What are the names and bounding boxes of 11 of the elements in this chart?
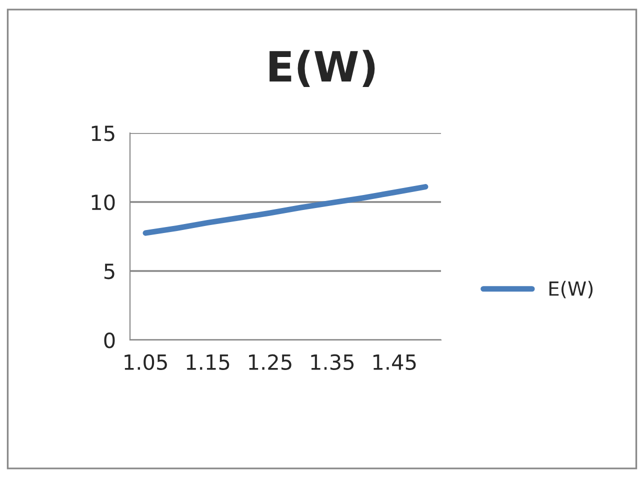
y-tick-label: 0 xyxy=(104,332,115,348)
y-tick-label: 15 xyxy=(92,126,114,142)
legend-label: E(W) xyxy=(549,280,593,298)
y-tick-label: 5 xyxy=(104,264,114,280)
x-tick-label: 1.35 xyxy=(311,354,354,370)
x-tick-label: 1.45 xyxy=(373,354,416,370)
x-tick-label: 1.25 xyxy=(249,354,292,370)
x-tick-label: 1.05 xyxy=(124,354,167,370)
chart-title: E(W) xyxy=(270,50,375,87)
y-tick-label: 10 xyxy=(92,194,115,210)
x-tick-label: 1.15 xyxy=(186,354,230,370)
